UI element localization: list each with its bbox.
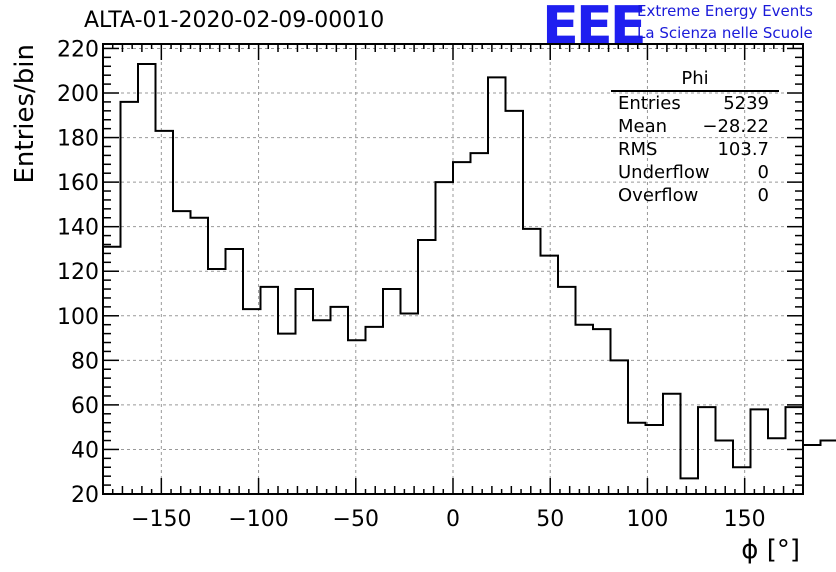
stats-row-entries: Entries 5239: [609, 92, 779, 115]
stats-label: RMS: [618, 139, 658, 160]
stats-value: 5239: [723, 93, 769, 114]
stats-label: Entries: [618, 93, 681, 114]
y-tick-label: 160: [57, 171, 99, 196]
logo-line-1: Extreme Energy Events: [637, 2, 813, 20]
stats-label: Underflow: [618, 162, 710, 183]
y-tick-label: 120: [57, 260, 99, 285]
stats-row-mean: Mean −28.22: [609, 115, 779, 138]
stats-label: Mean: [618, 116, 668, 137]
stats-box: Phi Entries 5239 Mean −28.22 RMS 103.7 U…: [609, 68, 779, 207]
x-tick-label: 150: [724, 507, 766, 532]
stats-box-title: Phi: [611, 68, 779, 92]
x-axis-label: ϕ [°]: [741, 535, 800, 565]
x-tick-label: 100: [626, 507, 668, 532]
y-tick-labels: 20 40 60 80 100 120 140 160 180 200 220: [57, 37, 99, 508]
histogram-series: [102, 63, 836, 494]
x-tick-label: −150: [131, 507, 191, 532]
logo-line-2: La Scienza nelle Scuole: [637, 24, 813, 42]
x-tick-labels: −150 −100 −50 0 50 100 150: [131, 507, 766, 532]
y-tick-label: 200: [57, 82, 99, 107]
y-tick-label: 100: [57, 305, 99, 330]
y-axis-label: Entries/bin: [10, 44, 40, 184]
x-tick-label: −100: [228, 507, 288, 532]
y-tick-label: 20: [71, 483, 99, 508]
stats-value: 103.7: [717, 139, 769, 160]
x-tick-label: 50: [536, 507, 564, 532]
stats-row-underflow: Underflow 0: [609, 161, 779, 184]
y-tick-label: 140: [57, 216, 99, 241]
stats-value: 0: [757, 162, 769, 183]
y-tick-label: 60: [71, 394, 99, 419]
stats-label: Overflow: [618, 185, 699, 206]
stats-row-rms: RMS 103.7: [609, 138, 779, 161]
stats-value: 0: [757, 185, 769, 206]
y-tick-label: 80: [71, 349, 99, 374]
y-tick-label: 40: [71, 438, 99, 463]
y-tick-label: 180: [57, 127, 99, 152]
axis-ticks: [103, 44, 803, 495]
y-tick-label: 220: [57, 37, 99, 62]
eee-logo: EEE: [542, 0, 647, 56]
stats-value: −28.22: [702, 116, 769, 137]
stats-row-overflow: Overflow 0: [609, 184, 779, 207]
chart-title: ALTA-01-2020-02-09-00010: [84, 8, 385, 33]
x-tick-label: 0: [446, 507, 460, 532]
x-tick-label: −50: [333, 507, 379, 532]
